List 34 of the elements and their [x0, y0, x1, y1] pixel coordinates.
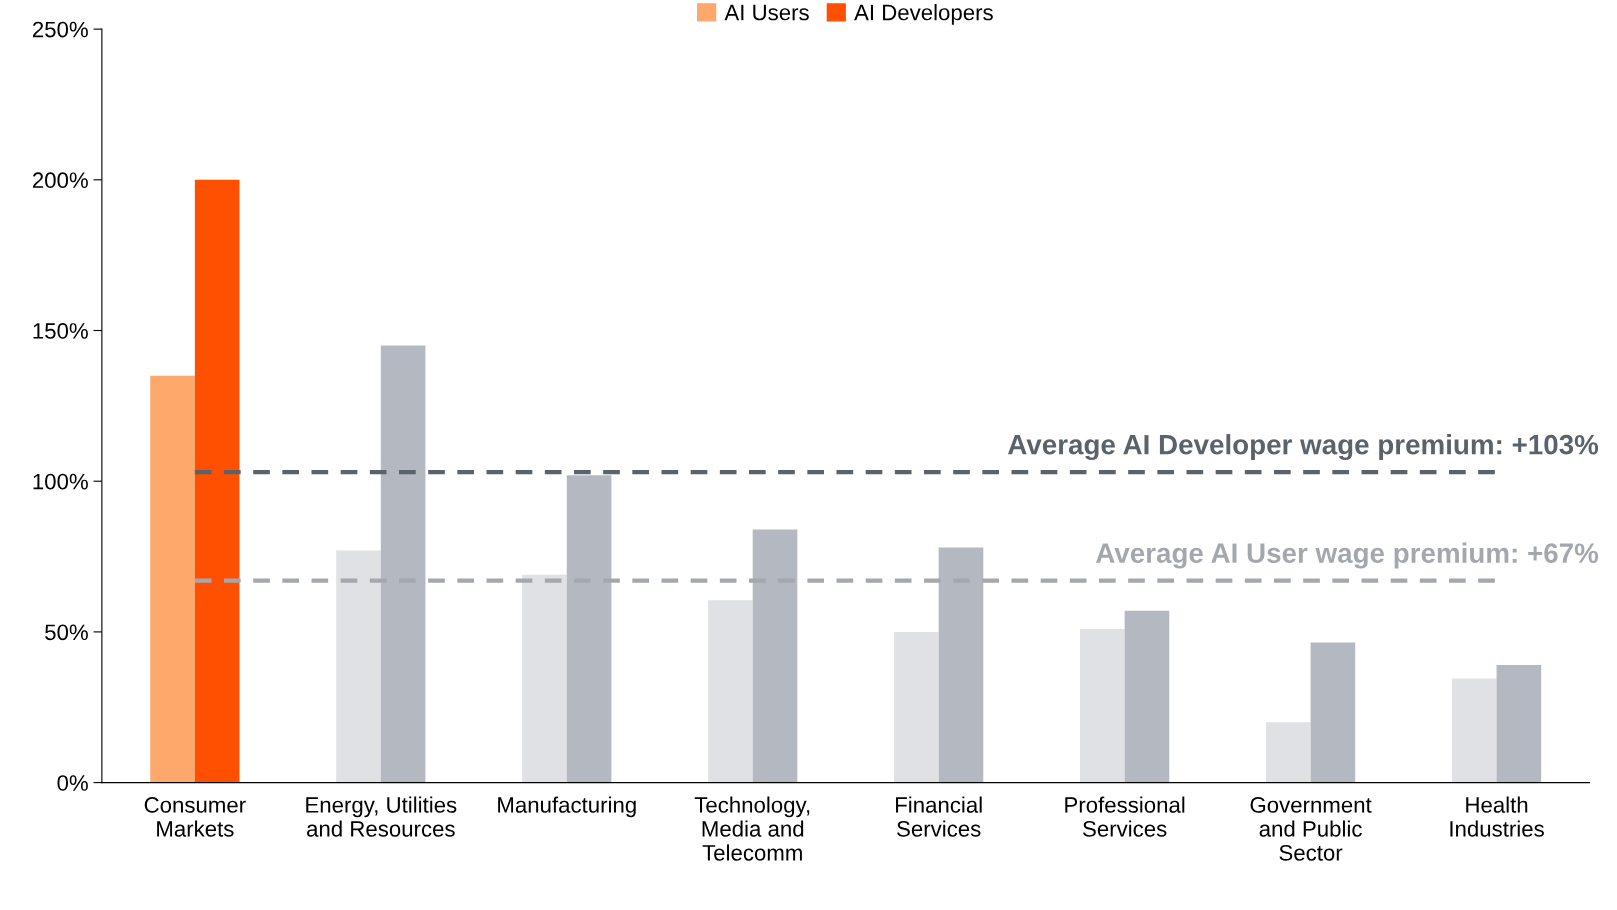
x-tick-label: Professional Services: [1065, 796, 1185, 837]
bar: [938, 547, 984, 783]
bar: [566, 475, 612, 783]
bar: [708, 600, 753, 783]
bar: [1265, 722, 1311, 783]
bar: [752, 529, 798, 783]
x-tick-label: Government and Public Sector: [1250, 797, 1372, 861]
y-tick-label: 200%: [32, 172, 88, 189]
y-tick-label: 250%: [32, 21, 88, 38]
x-tick-label: Energy, Utilities and Resources: [306, 796, 457, 837]
ref-line-label: Average AI User wage premium: +67%: [1095, 542, 1599, 569]
bar: [522, 574, 567, 783]
bar: [380, 345, 426, 783]
y-tick-label: 50%: [45, 624, 88, 641]
bar: [894, 631, 939, 783]
bar: [336, 550, 381, 783]
legend-label: AI Users: [724, 4, 809, 21]
bar: [194, 179, 240, 783]
y-tick-label: 0%: [57, 775, 88, 791]
x-tick-label: Financial Services: [896, 796, 982, 837]
bar: [1310, 642, 1356, 783]
x-tick-label: Manufacturing: [498, 796, 636, 818]
bar: [1451, 678, 1497, 783]
legend-label: AI Developers: [854, 4, 993, 25]
bar: [150, 375, 195, 783]
x-tick-label: Health Industries: [1450, 796, 1544, 837]
bar: [1496, 665, 1542, 783]
x-tick-label: Consumer Markets: [144, 797, 246, 837]
y-tick-label: 150%: [33, 323, 88, 339]
bar: [1079, 628, 1125, 783]
ref-line-label: Average AI Developer wage premium: +103%: [1007, 434, 1599, 461]
y-tick-label: 100%: [33, 473, 88, 490]
x-tick-label: Technology, Media and Telecomm: [694, 796, 810, 861]
bar: [1124, 610, 1170, 783]
